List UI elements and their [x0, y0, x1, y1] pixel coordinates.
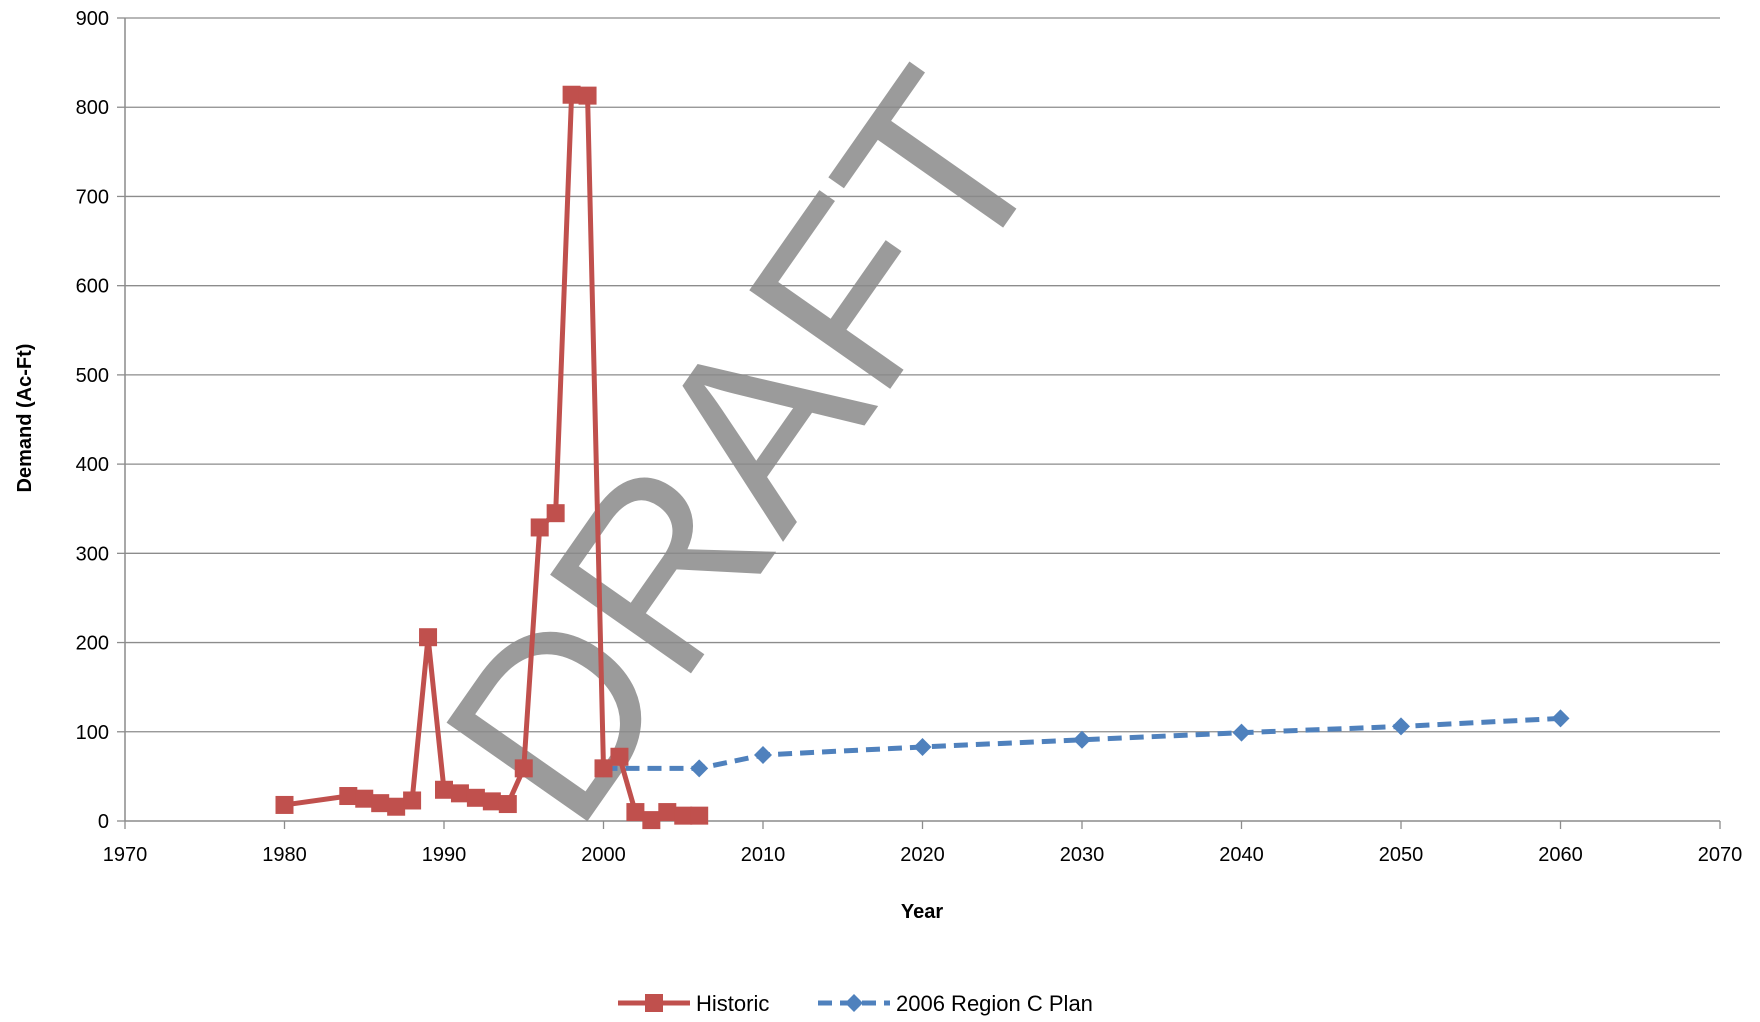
point-historic-2001 — [610, 747, 629, 766]
point-historic-2004 — [658, 803, 677, 822]
y-tick-label-500: 500 — [76, 365, 109, 387]
legend-label-2006-region-c-plan: 2006 Region C Plan — [896, 991, 1093, 1016]
legend-marker-2006-region-c-plan — [845, 994, 863, 1012]
point-historic-2002 — [626, 803, 645, 822]
point-historic-1988 — [403, 791, 422, 810]
legend-item-2006-region-c-plan: 2006 Region C Plan — [818, 991, 1093, 1016]
y-tick-label-800: 800 — [76, 97, 109, 119]
point-historic-1998 — [562, 85, 581, 104]
series-historic — [275, 85, 709, 830]
point-historic-2003 — [642, 811, 661, 830]
y-tick-label-100: 100 — [76, 722, 109, 744]
y-tick-label-900: 900 — [76, 8, 109, 30]
y-tick-label-0: 0 — [98, 811, 109, 833]
x-tick-label-2060: 2060 — [1538, 844, 1583, 866]
point-historic-1995 — [514, 759, 533, 778]
point-historic-2000 — [594, 759, 613, 778]
point-historic-1989 — [419, 628, 438, 647]
point-2006-region-c-plan-2010 — [754, 745, 772, 764]
point-historic-1990 — [435, 780, 453, 799]
series-2006-region-c-plan — [594, 709, 1570, 778]
gridlines — [125, 17, 1720, 733]
x-tick-label-2030: 2030 — [1060, 844, 1105, 866]
legend-marker-historic — [645, 994, 663, 1012]
x-tick-label-2020: 2020 — [900, 844, 945, 866]
point-historic-1999 — [578, 86, 597, 105]
y-tick-label-400: 400 — [76, 454, 109, 476]
point-historic-1993 — [482, 792, 501, 811]
point-historic-2005 — [674, 806, 693, 825]
x-tick-label-2000: 2000 — [581, 844, 626, 866]
point-historic-1980 — [275, 795, 294, 814]
x-tick-label-2010: 2010 — [741, 844, 786, 866]
axes: 0 100 200 300 400 500 600 700 800 900 1970 1980 1990… — [76, 8, 1743, 866]
point-2006-region-c-plan-2030 — [1073, 730, 1091, 749]
point-2006-region-c-plan-2020 — [913, 737, 932, 756]
legend-item-historic: Historic — [618, 991, 769, 1016]
x-tick-label-2070: 2070 — [1698, 844, 1743, 866]
point-historic-1985 — [355, 789, 374, 808]
point-historic-2006 — [690, 806, 709, 825]
point-historic-1987 — [387, 797, 406, 816]
y-axis-title: Demand (Ac-Ft) — [14, 344, 36, 493]
y-tick-label-600: 600 — [76, 276, 109, 298]
point-historic-1994 — [498, 795, 517, 814]
x-axis-title: Year — [901, 901, 943, 923]
watermark: DRAFT — [391, 26, 1097, 869]
legend: Historic 2006 Region C Plan — [618, 991, 1093, 1016]
point-historic-1997 — [546, 504, 565, 523]
point-2006-region-c-plan-2060 — [1551, 709, 1570, 728]
point-historic-1991 — [450, 784, 469, 803]
x-tick-label-1980: 1980 — [262, 844, 307, 866]
point-2006-region-c-plan-2006 — [690, 759, 709, 778]
point-historic-1984 — [339, 787, 358, 806]
y-tick-label-300: 300 — [76, 543, 109, 565]
y-tick-label-700: 700 — [76, 186, 109, 208]
x-tick-label-1990: 1990 — [422, 844, 467, 866]
point-historic-1996 — [530, 518, 549, 537]
x-tick-label-1970: 1970 — [103, 844, 148, 866]
series-line-2006-region-c-plan — [603, 715, 1561, 771]
point-historic-1992 — [466, 788, 485, 807]
point-historic-1986 — [371, 794, 390, 813]
x-tick-label-2050: 2050 — [1379, 844, 1424, 866]
y-tick-label-200: 200 — [76, 633, 109, 655]
x-tick-label-2040: 2040 — [1219, 844, 1264, 866]
series — [275, 85, 1570, 830]
point-2006-region-c-plan-2050 — [1392, 717, 1410, 736]
legend-label-historic: Historic — [696, 991, 769, 1016]
point-2006-region-c-plan-2040 — [1232, 723, 1251, 742]
